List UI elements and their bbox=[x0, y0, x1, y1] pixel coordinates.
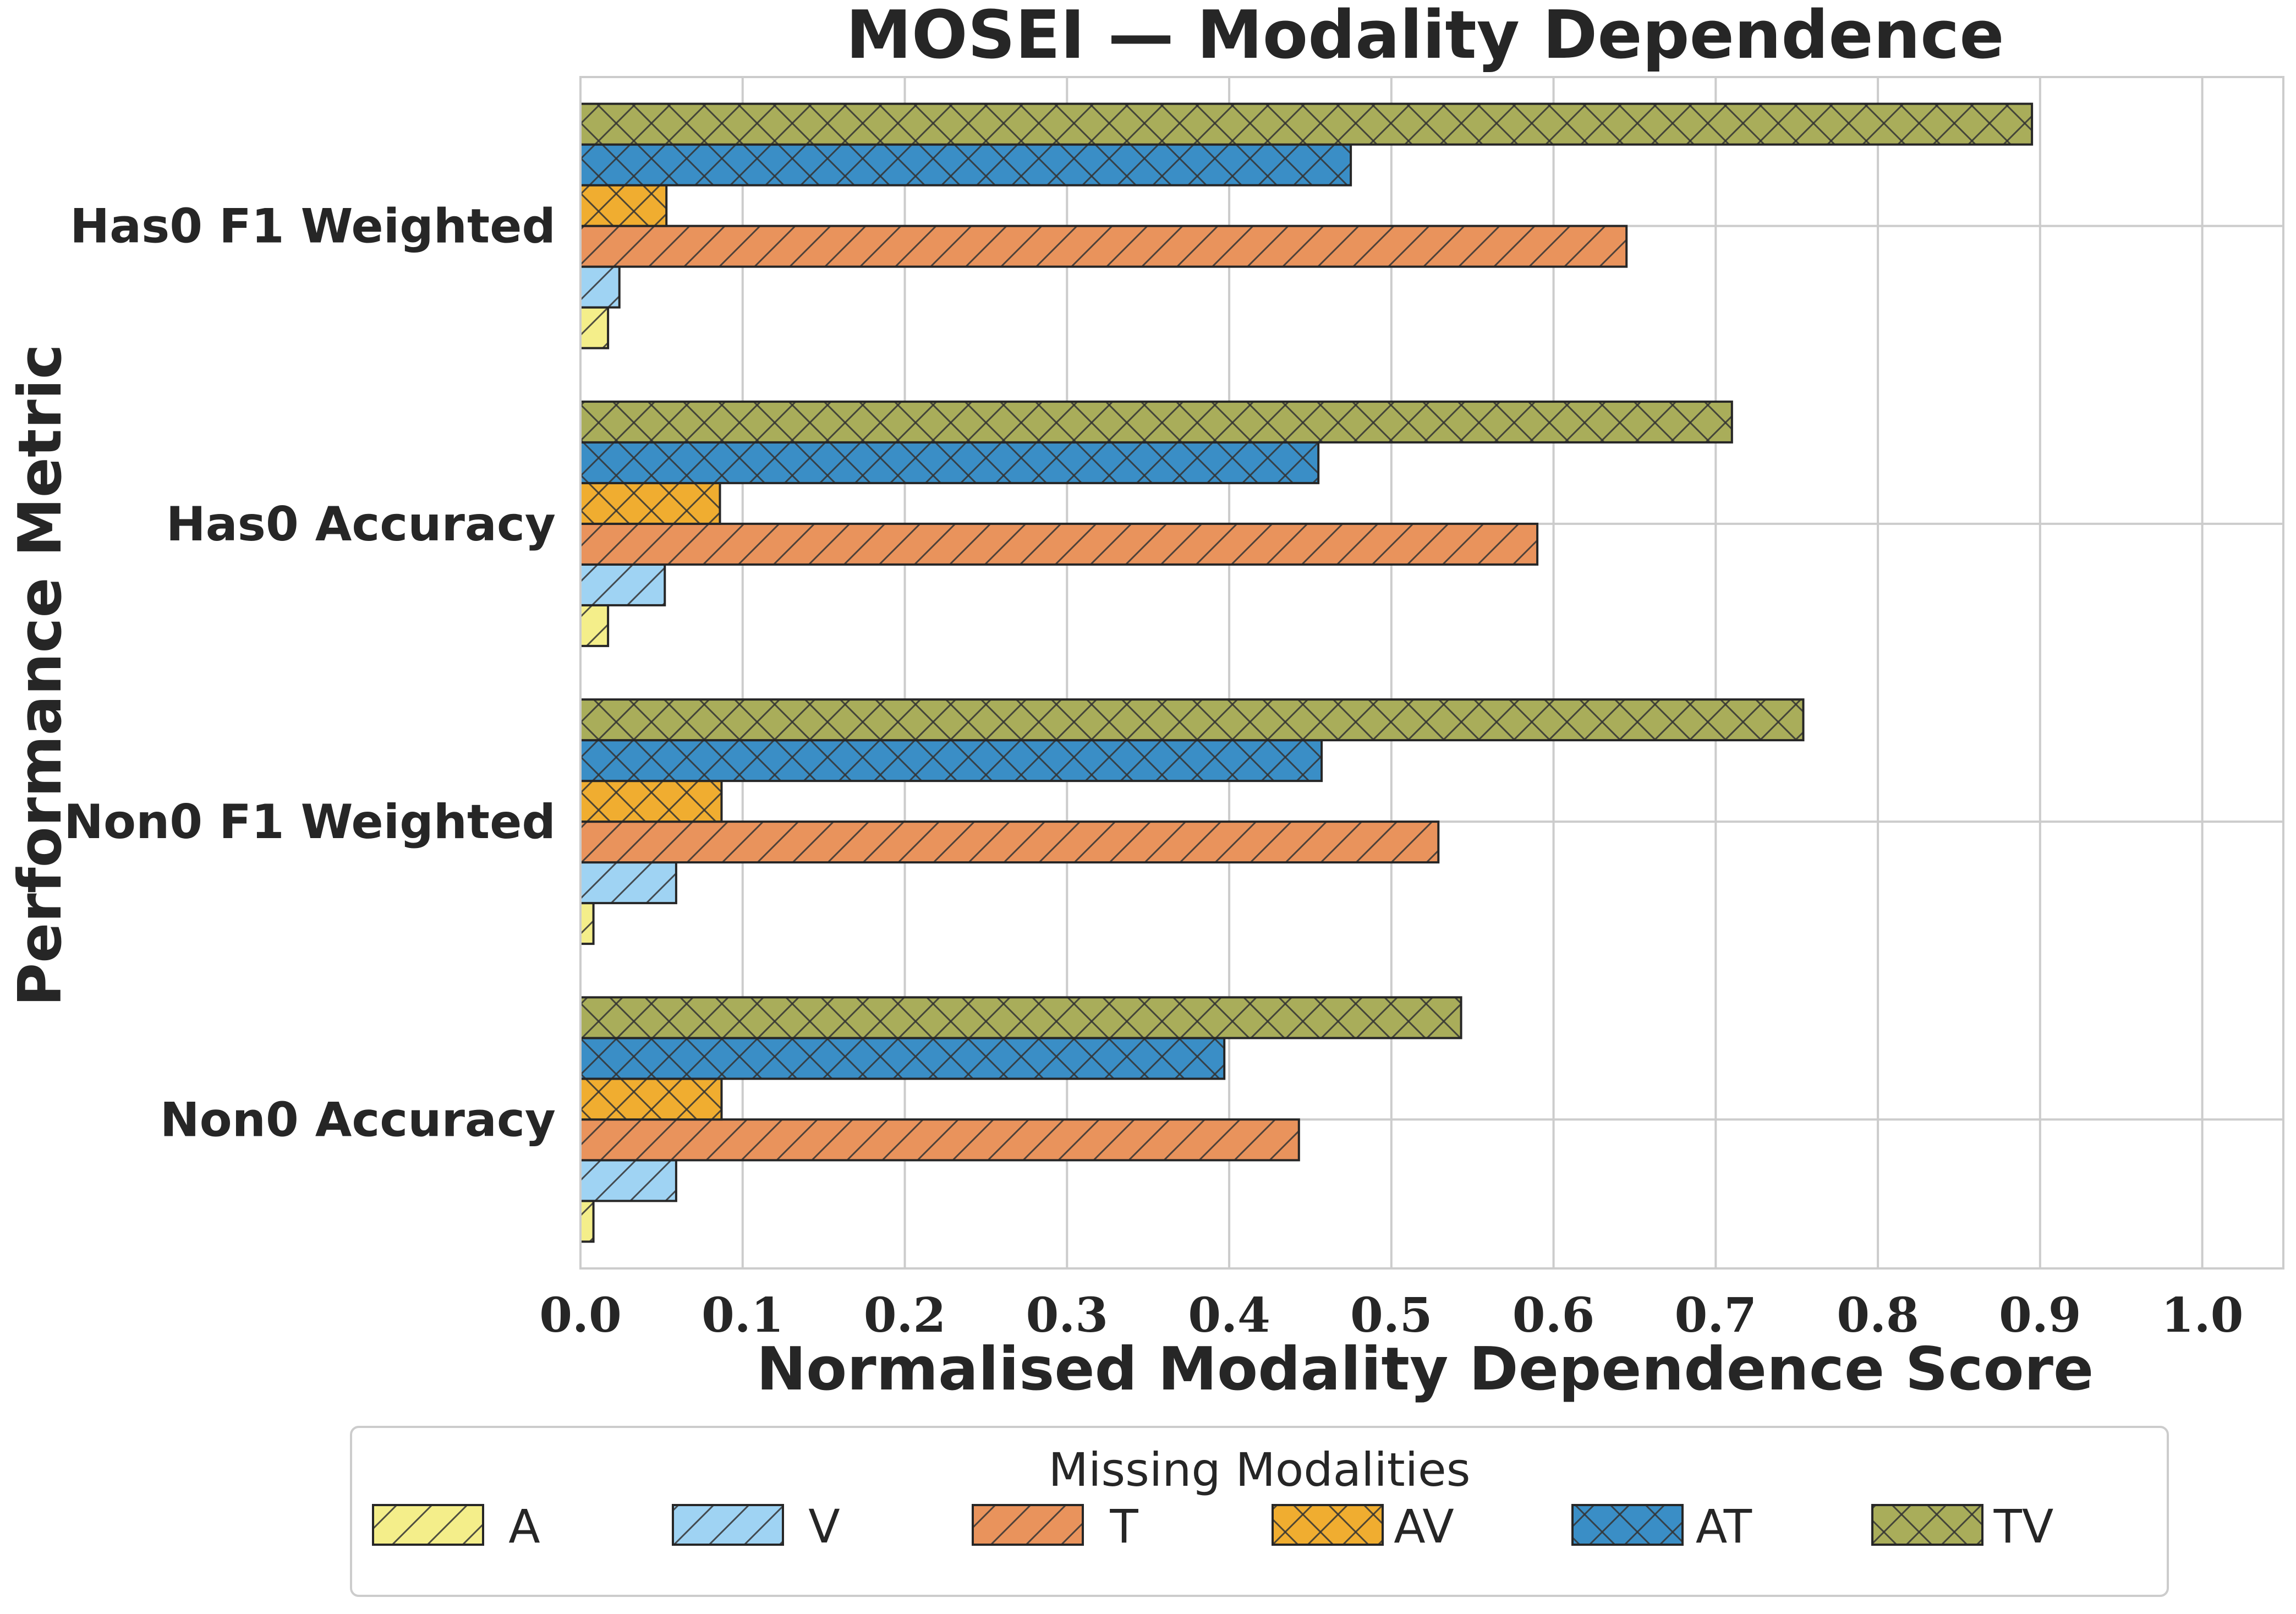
legend-swatch-tv bbox=[1871, 1504, 1983, 1546]
bar-t-2 bbox=[579, 820, 1440, 864]
legend-swatch-av bbox=[1272, 1504, 1384, 1546]
x-tick-labels: 0.0 0.1 0.2 0.3 0.4 0.5 0.6 0.7 0.8 0.9 1.0 bbox=[539, 1288, 2243, 1343]
x-tick-label: 0.2 bbox=[864, 1288, 946, 1343]
legend-label-a: A bbox=[508, 1500, 540, 1553]
legend-label-at: AT bbox=[1696, 1500, 1752, 1553]
category-label: Has0 Accuracy bbox=[166, 497, 556, 552]
bar-v-0 bbox=[579, 265, 621, 309]
legend-label-t: T bbox=[1109, 1500, 1138, 1553]
bar-t-1 bbox=[579, 522, 1539, 566]
legend-label-v: V bbox=[808, 1500, 840, 1553]
x-tick-label: 0.5 bbox=[1350, 1288, 1433, 1343]
bar-tv-0 bbox=[579, 102, 2034, 146]
plot-frame bbox=[579, 76, 2284, 1270]
bar-av-0 bbox=[579, 184, 668, 227]
bar-at-0 bbox=[579, 143, 1352, 187]
bar-t-3 bbox=[579, 1118, 1300, 1162]
bar-a-1 bbox=[579, 604, 610, 647]
x-tick-label: 1.0 bbox=[2161, 1288, 2244, 1343]
bar-at-1 bbox=[579, 441, 1320, 484]
legend-label-tv: TV bbox=[1993, 1500, 2054, 1553]
legend-box bbox=[350, 1426, 2169, 1597]
legend-title: Missing Modalities bbox=[1049, 1443, 1471, 1497]
x-axis-label: Normalised Modality Dependence Score bbox=[757, 1335, 2094, 1404]
bar-v-1 bbox=[579, 563, 666, 606]
legend-label-av: AV bbox=[1394, 1500, 1454, 1553]
x-tick-label: 0.7 bbox=[1675, 1288, 1757, 1343]
legend-swatch-v bbox=[672, 1504, 784, 1546]
x-tick-label: 0.4 bbox=[1188, 1288, 1270, 1343]
bar-av-1 bbox=[579, 482, 721, 525]
bar-a-3 bbox=[579, 1200, 595, 1243]
category-labels: Has0 F1 Weighted Has0 Accuracy Non0 F1 Wei… bbox=[64, 199, 556, 1148]
bar-at-2 bbox=[579, 739, 1323, 783]
bar-t-0 bbox=[579, 225, 1628, 268]
x-tick-label: 0.8 bbox=[1837, 1288, 1919, 1343]
bar-av-2 bbox=[579, 780, 723, 823]
bar-tv-2 bbox=[579, 698, 1805, 742]
bar-av-3 bbox=[579, 1077, 723, 1121]
bars bbox=[579, 102, 2034, 1243]
legend-swatch-at bbox=[1571, 1504, 1684, 1546]
y-axis-label: Performance Metric bbox=[6, 344, 75, 1006]
x-tick-label: 0.1 bbox=[702, 1288, 784, 1343]
legend: Missing Modalities A V T AV AT TV bbox=[350, 1426, 2169, 1597]
x-tick-label: 0.0 bbox=[539, 1288, 622, 1343]
category-label: Non0 Accuracy bbox=[160, 1092, 556, 1147]
x-tick-label: 0.3 bbox=[1026, 1288, 1108, 1343]
category-label: Non0 F1 Weighted bbox=[64, 795, 556, 850]
legend-swatch-t bbox=[972, 1504, 1084, 1546]
bar-tv-1 bbox=[579, 400, 1733, 444]
bar-a-2 bbox=[579, 902, 595, 945]
x-tick-label: 0.6 bbox=[1513, 1288, 1595, 1343]
bar-tv-3 bbox=[579, 996, 1462, 1039]
category-label: Has0 F1 Weighted bbox=[70, 199, 556, 254]
x-tick-label: 0.9 bbox=[1999, 1288, 2081, 1343]
bar-a-0 bbox=[579, 306, 610, 349]
bar-at-3 bbox=[579, 1037, 1226, 1080]
bar-v-3 bbox=[579, 1159, 677, 1202]
plot-border bbox=[579, 76, 2284, 1270]
chart-title: MOSEI — Modality Dependence bbox=[846, 0, 2004, 74]
bar-v-2 bbox=[579, 861, 677, 905]
legend-swatch-a bbox=[372, 1504, 484, 1546]
